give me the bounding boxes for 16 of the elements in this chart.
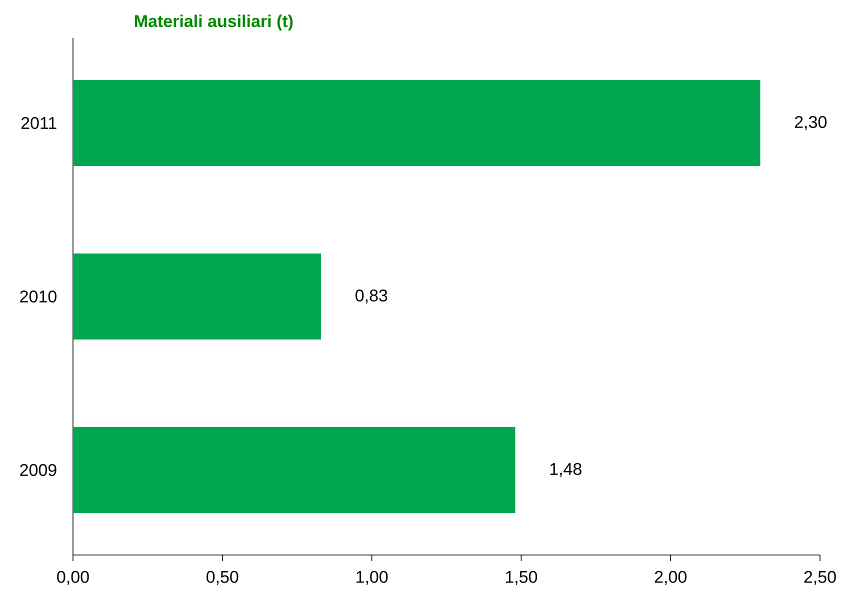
x-tick-label: 2,50: [804, 570, 836, 585]
y-tick-label: 2009: [20, 464, 56, 476]
bar: [73, 426, 516, 513]
data-label: 2,30: [794, 116, 827, 130]
x-tick-label: 0,00: [57, 570, 89, 585]
y-tick-label: 2010: [20, 290, 56, 303]
chart-title: Materiali ausiliari (t): [135, 14, 293, 31]
x-tick-label: 1,50: [506, 570, 538, 585]
x-tick-label: 0,50: [206, 570, 238, 585]
x-tick-label: 2,00: [654, 570, 686, 585]
y-tick-label: 2011: [21, 116, 56, 130]
data-label: 1,48: [550, 462, 582, 478]
bar: [73, 254, 322, 340]
x-tick-label: 1,00: [356, 570, 388, 585]
data-label: 0,83: [356, 289, 388, 304]
bar: [73, 80, 760, 166]
